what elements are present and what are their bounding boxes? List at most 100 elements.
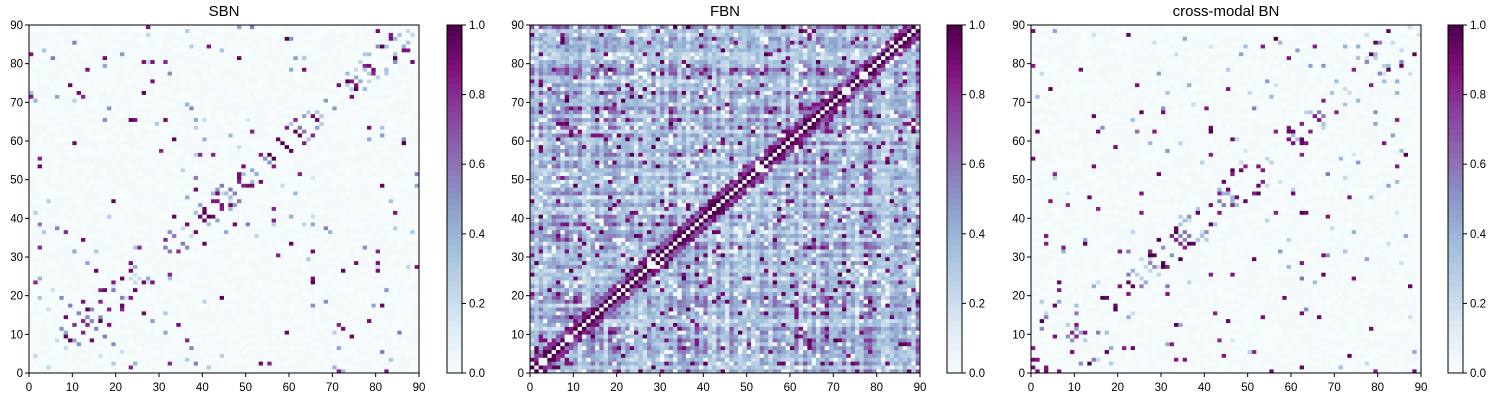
heatmap-cell [137,249,142,253]
heatmap-cell [406,180,411,184]
heatmap-cell [168,195,173,199]
heatmap-cell [181,172,186,176]
heatmap-cell [194,342,199,346]
heatmap-cell [98,211,103,215]
heatmap-cell [124,164,129,168]
heatmap-cell [146,207,151,211]
heatmap-cell [77,207,82,211]
heatmap-cell [211,284,216,288]
heatmap-cell [293,222,298,226]
heatmap-cell [406,164,411,168]
heatmap-cell [168,330,173,334]
heatmap-cell [146,296,151,300]
heatmap-cell [168,319,173,323]
heatmap-cell [358,214,363,218]
heatmap-cell [406,207,411,211]
heatmap-cell [207,176,212,180]
heatmap-cell [285,346,290,350]
heatmap-cell [337,272,342,276]
heatmap-cell [38,164,43,168]
heatmap-cell [402,222,407,226]
heatmap-cell [33,156,38,160]
heatmap-cell [181,361,186,365]
heatmap-cell [124,288,129,292]
heatmap-cell [402,365,407,369]
heatmap-cell [176,327,181,331]
heatmap-cell [267,269,272,273]
heatmap-cell [376,184,381,188]
heatmap-cell [315,242,320,246]
heatmap-cell [64,361,69,365]
heatmap-cell [402,361,407,365]
heatmap-cell [111,323,116,327]
heatmap-cell [367,184,372,188]
heatmap-cell [172,253,177,257]
heatmap-cell [146,222,151,226]
heatmap-cell [410,288,415,292]
heatmap-cell [81,199,86,203]
heatmap-cell [306,361,311,365]
heatmap-cell [33,195,38,199]
heatmap-cell [337,172,342,176]
heatmap-cell [38,300,43,304]
heatmap-cell [319,276,324,280]
heatmap-cell [64,269,69,273]
heatmap-cell [59,211,64,215]
heatmap-cell [341,358,346,362]
heatmap-cell [107,245,112,249]
heatmap-cell [33,261,38,265]
heatmap-cell [410,354,415,358]
heatmap-cell [150,265,155,269]
heatmap-cell [406,272,411,276]
heatmap-cell [103,214,108,218]
heatmap-cell [33,160,38,164]
heatmap-cell [120,253,125,257]
heatmap-cell [72,218,77,222]
heatmap-cell [306,222,311,226]
heatmap-cell [55,207,60,211]
heatmap-cell [406,195,411,199]
heatmap-cell [181,315,186,319]
heatmap-cell [77,164,82,168]
heatmap-cell [51,303,56,307]
heatmap-cell [133,245,138,249]
heatmap-cell [293,187,298,191]
heatmap-cell [207,249,212,253]
heatmap-cell [33,226,38,230]
heatmap-cell [267,265,272,269]
heatmap-cell [85,218,90,222]
heatmap-cell [55,319,60,323]
heatmap-cell [371,338,376,342]
heatmap-cell [410,187,415,191]
heatmap-cell [189,280,194,284]
heatmap-cell [397,180,402,184]
heatmap-cell [250,160,255,164]
heatmap-cell [172,195,177,199]
heatmap-cell [233,315,238,319]
heatmap-cell [55,365,60,369]
heatmap-cell [129,334,134,338]
heatmap-cell [137,350,142,354]
heatmap-cell [246,330,251,334]
heatmap-cell [29,292,34,296]
heatmap-cell [254,238,259,242]
heatmap-cell [90,269,95,273]
heatmap-cell [280,168,285,172]
heatmap-cell [289,323,294,327]
heatmap-cell [159,269,164,273]
heatmap-cell [397,257,402,261]
heatmap-cell [254,330,259,334]
heatmap-cell [159,168,164,172]
heatmap-cell [159,365,164,369]
heatmap-cell [150,238,155,242]
heatmap-cell [77,257,82,261]
heatmap-cell [384,265,389,269]
heatmap-cell [371,327,376,331]
heatmap-cell [103,245,108,249]
heatmap-cell [328,245,333,249]
heatmap-cell [272,191,277,195]
heatmap-cell [406,160,411,164]
heatmap-cell [150,354,155,358]
heatmap-cell [120,319,125,323]
heatmap-cell [181,222,186,226]
